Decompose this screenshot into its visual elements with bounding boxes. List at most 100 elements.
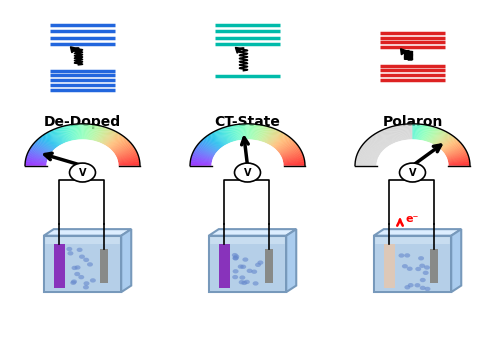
Wedge shape [276, 140, 293, 150]
Wedge shape [104, 132, 118, 145]
Wedge shape [30, 149, 50, 155]
Wedge shape [368, 139, 385, 149]
Wedge shape [50, 131, 63, 144]
Wedge shape [204, 138, 220, 149]
Wedge shape [434, 132, 448, 145]
Wedge shape [229, 126, 236, 141]
Wedge shape [257, 125, 264, 141]
Wedge shape [360, 149, 380, 155]
Wedge shape [437, 135, 452, 147]
Wedge shape [281, 151, 301, 157]
Wedge shape [282, 153, 303, 158]
Wedge shape [72, 124, 77, 140]
Circle shape [406, 266, 412, 271]
Wedge shape [248, 124, 250, 139]
Wedge shape [410, 124, 411, 139]
Wedge shape [200, 141, 218, 151]
Wedge shape [118, 155, 139, 159]
Wedge shape [375, 134, 390, 146]
Polygon shape [451, 229, 461, 292]
Circle shape [232, 253, 238, 257]
Wedge shape [39, 138, 56, 149]
Wedge shape [194, 150, 214, 156]
Wedge shape [116, 151, 136, 157]
Wedge shape [214, 131, 227, 145]
Wedge shape [388, 128, 398, 142]
Wedge shape [448, 160, 469, 162]
Wedge shape [116, 149, 136, 155]
Wedge shape [92, 125, 100, 141]
Wedge shape [112, 142, 130, 151]
Wedge shape [196, 147, 216, 154]
Wedge shape [446, 149, 466, 156]
Text: Polaron: Polaron [382, 115, 442, 129]
Wedge shape [218, 129, 230, 143]
Circle shape [242, 281, 248, 285]
Wedge shape [272, 135, 286, 146]
Circle shape [240, 265, 246, 269]
Circle shape [252, 281, 258, 286]
Wedge shape [223, 127, 233, 142]
Circle shape [246, 269, 252, 273]
Wedge shape [90, 124, 94, 140]
Wedge shape [116, 149, 136, 156]
Wedge shape [256, 125, 262, 140]
Wedge shape [110, 138, 126, 149]
Wedge shape [26, 156, 48, 160]
Wedge shape [89, 124, 94, 140]
Wedge shape [30, 148, 50, 155]
Wedge shape [210, 133, 225, 146]
Wedge shape [370, 136, 386, 148]
Wedge shape [440, 138, 456, 149]
Wedge shape [118, 163, 140, 164]
Wedge shape [194, 151, 214, 157]
Wedge shape [254, 124, 258, 140]
Text: CT-State: CT-State [214, 115, 280, 129]
Wedge shape [196, 146, 216, 154]
Wedge shape [355, 165, 376, 166]
Wedge shape [259, 126, 267, 141]
Wedge shape [366, 140, 384, 150]
Wedge shape [381, 130, 394, 144]
Wedge shape [196, 145, 216, 153]
Wedge shape [212, 139, 284, 166]
Wedge shape [236, 124, 241, 140]
Wedge shape [355, 162, 376, 164]
Wedge shape [358, 151, 379, 157]
Wedge shape [87, 124, 90, 140]
Wedge shape [40, 136, 56, 148]
Wedge shape [70, 124, 76, 140]
Wedge shape [255, 125, 260, 140]
Wedge shape [84, 124, 86, 139]
Wedge shape [204, 138, 220, 149]
Wedge shape [389, 127, 398, 142]
Wedge shape [383, 129, 394, 143]
Wedge shape [200, 142, 218, 151]
Wedge shape [58, 127, 68, 142]
Wedge shape [96, 127, 104, 141]
Wedge shape [413, 124, 414, 139]
Wedge shape [198, 144, 216, 153]
Wedge shape [284, 162, 305, 164]
Wedge shape [108, 136, 124, 147]
Text: e⁻: e⁻ [406, 214, 419, 224]
Wedge shape [448, 163, 470, 165]
Wedge shape [106, 134, 121, 146]
Wedge shape [201, 141, 218, 150]
Wedge shape [76, 124, 80, 139]
Wedge shape [447, 154, 468, 159]
Wedge shape [47, 132, 61, 145]
Circle shape [83, 258, 89, 262]
Wedge shape [438, 135, 453, 147]
Wedge shape [426, 127, 435, 142]
Wedge shape [118, 157, 139, 161]
Wedge shape [367, 139, 384, 150]
Circle shape [420, 278, 426, 282]
Wedge shape [434, 132, 448, 145]
Wedge shape [224, 127, 234, 142]
Wedge shape [51, 130, 64, 144]
Circle shape [232, 256, 238, 261]
Wedge shape [192, 153, 213, 158]
Wedge shape [446, 151, 466, 157]
Wedge shape [26, 160, 47, 162]
